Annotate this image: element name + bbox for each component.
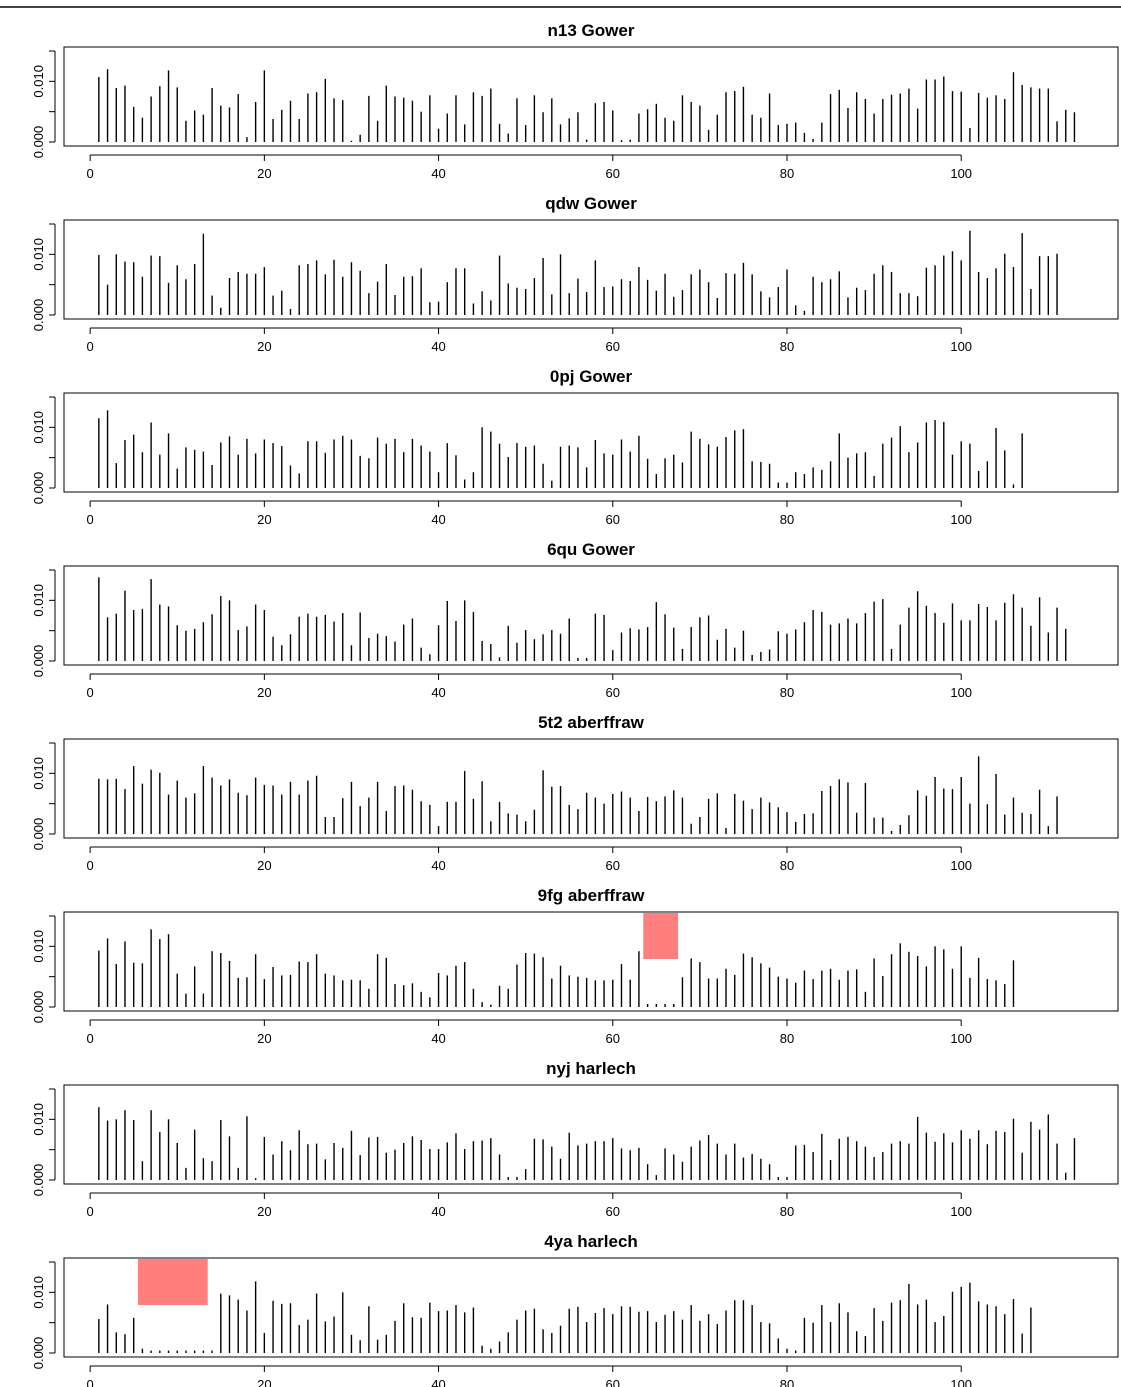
x-tick-label: 80	[780, 685, 794, 700]
x-tick-label: 60	[606, 339, 620, 354]
x-tick-label: 40	[431, 512, 445, 527]
y-tick-label: 0.010	[31, 1103, 46, 1136]
x-tick-label: 20	[257, 339, 271, 354]
x-tick-label: 0	[87, 1031, 94, 1046]
y-tick-label: 0.000	[31, 126, 46, 159]
plot-frame	[63, 911, 1119, 1012]
x-tick-label: 100	[950, 685, 972, 700]
y-tick-label: 0.000	[31, 1337, 46, 1370]
x-tick-label: 0	[87, 685, 94, 700]
plot-frame	[63, 219, 1119, 320]
x-tick-label: 80	[780, 1204, 794, 1219]
y-tick-label: 0.000	[31, 1164, 46, 1197]
x-tick-label: 20	[257, 512, 271, 527]
x-tick-label: 20	[257, 1377, 271, 1387]
x-tick-label: 20	[257, 166, 271, 181]
highlight-region	[138, 1259, 208, 1305]
x-tick-label: 20	[257, 1031, 271, 1046]
x-tick-label: 40	[431, 166, 445, 181]
chart-title: 6qu Gower	[547, 540, 635, 559]
chart-panel-5: 9fg aberffraw 0 20 40 60 80 100 0.000 0.010	[31, 886, 1119, 1046]
x-tick-label: 40	[431, 858, 445, 873]
chart-panel-3: 6qu Gower 0 20 40 60 80 100 0.000 0.010	[31, 540, 1119, 700]
x-tick-label: 60	[606, 1377, 620, 1387]
x-tick-label: 100	[950, 339, 972, 354]
x-tick-label: 60	[606, 1204, 620, 1219]
plot-frame	[63, 738, 1119, 839]
chart-panel-0: n13 Gower 0 20 40 60 80 100 0.000 0.010	[31, 21, 1119, 181]
y-tick-label: 0.010	[31, 757, 46, 790]
chart-panel-7: 4ya harlech 0 20 40 60 80 100 0.000 0.010	[31, 1232, 1119, 1387]
top-divider	[0, 6, 1121, 8]
y-tick-label: 0.000	[31, 818, 46, 851]
x-tick-label: 40	[431, 1377, 445, 1387]
x-tick-label: 80	[780, 166, 794, 181]
x-tick-label: 100	[950, 1377, 972, 1387]
x-tick-label: 0	[87, 1204, 94, 1219]
x-tick-label: 0	[87, 512, 94, 527]
y-tick-label: 0.000	[31, 645, 46, 678]
chart-title: 9fg aberffraw	[538, 886, 646, 905]
plot-frame	[63, 1257, 1119, 1358]
x-tick-label: 40	[431, 339, 445, 354]
x-tick-label: 0	[87, 339, 94, 354]
x-tick-label: 80	[780, 1377, 794, 1387]
y-tick-label: 0.000	[31, 299, 46, 332]
plot-frame	[63, 1084, 1119, 1185]
plot-frame	[63, 565, 1119, 666]
x-tick-label: 40	[431, 1031, 445, 1046]
x-tick-label: 80	[780, 858, 794, 873]
x-tick-label: 100	[950, 166, 972, 181]
chart-title: nyj harlech	[546, 1059, 636, 1078]
chart-title: qdw Gower	[545, 194, 637, 213]
y-tick-label: 0.010	[31, 238, 46, 271]
y-tick-label: 0.000	[31, 991, 46, 1024]
chart-title: 5t2 aberffraw	[538, 713, 645, 732]
plot-frame	[63, 46, 1119, 147]
x-tick-label: 60	[606, 858, 620, 873]
x-tick-label: 20	[257, 1204, 271, 1219]
x-tick-label: 60	[606, 1031, 620, 1046]
x-tick-label: 20	[257, 685, 271, 700]
x-tick-label: 40	[431, 1204, 445, 1219]
x-tick-label: 60	[606, 512, 620, 527]
chart-panel-1: qdw Gower 0 20 40 60 80 100 0.000 0.010	[31, 194, 1119, 354]
chart-title: 4ya harlech	[544, 1232, 638, 1251]
x-tick-label: 100	[950, 1204, 972, 1219]
x-tick-label: 80	[780, 1031, 794, 1046]
y-tick-label: 0.000	[31, 472, 46, 505]
highlight-region	[643, 913, 679, 959]
y-tick-label: 0.010	[31, 930, 46, 963]
y-tick-label: 0.010	[31, 411, 46, 444]
x-tick-label: 60	[606, 166, 620, 181]
y-tick-label: 0.010	[31, 1276, 46, 1309]
chart-panel-6: nyj harlech 0 20 40 60 80 100 0.000 0.010	[31, 1059, 1119, 1219]
plot-frame	[63, 392, 1119, 493]
x-tick-label: 100	[950, 1031, 972, 1046]
x-tick-label: 60	[606, 685, 620, 700]
x-tick-label: 100	[950, 512, 972, 527]
x-tick-label: 80	[780, 512, 794, 527]
chart-title: n13 Gower	[548, 21, 635, 40]
y-tick-label: 0.010	[31, 65, 46, 98]
chart-panel-2: 0pj Gower 0 20 40 60 80 100 0.000 0.010	[31, 367, 1119, 527]
y-tick-label: 0.010	[31, 584, 46, 617]
x-tick-label: 0	[87, 858, 94, 873]
chart-title: 0pj Gower	[550, 367, 633, 386]
x-tick-label: 0	[87, 1377, 94, 1387]
x-tick-label: 100	[950, 858, 972, 873]
x-tick-label: 40	[431, 685, 445, 700]
chart-panel-4: 5t2 aberffraw 0 20 40 60 80 100 0.000 0.010	[31, 713, 1119, 873]
x-tick-label: 20	[257, 858, 271, 873]
x-tick-label: 80	[780, 339, 794, 354]
x-tick-label: 0	[87, 166, 94, 181]
